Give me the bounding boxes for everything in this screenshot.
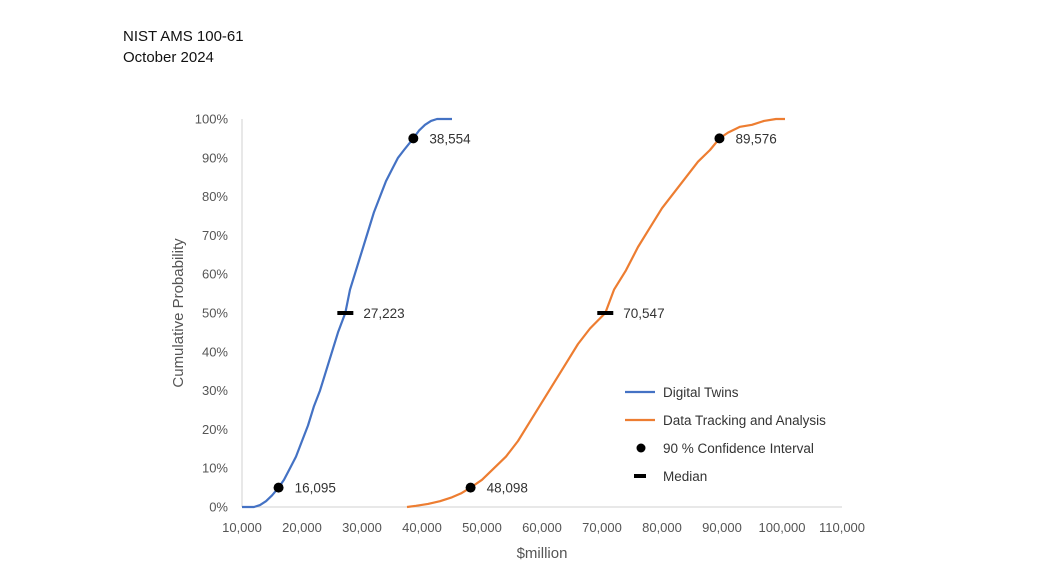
- x-tick-label: 50,000: [462, 520, 502, 535]
- y-tick-label: 30%: [202, 383, 228, 398]
- legend-label: 90 % Confidence Interval: [663, 441, 814, 456]
- confidence-interval-point: [714, 133, 725, 144]
- data-label: 16,095: [295, 481, 336, 496]
- series-line-data-tracking: [406, 117, 785, 509]
- legend-swatch-dash: [634, 474, 646, 478]
- legend-label: Data Tracking and Analysis: [663, 413, 826, 428]
- y-tick-label: 40%: [202, 344, 228, 359]
- marker-layer: 16,095 38,554 48,098 89,576 27,223 70,547: [273, 131, 777, 496]
- legend-label: Median: [663, 469, 707, 484]
- confidence-interval-point: [273, 482, 284, 493]
- y-tick-label: 70%: [202, 228, 228, 243]
- median-marker: [337, 311, 354, 315]
- x-tick-label: 110,000: [819, 520, 865, 535]
- x-tick-label: 40,000: [402, 520, 442, 535]
- report-date: October 2024: [123, 49, 214, 66]
- axes: 0% 10% 20% 30% 40% 50% 60% 70% 80% 90% 100% 10,000 2…: [170, 112, 865, 563]
- y-tick-label: 0%: [209, 500, 228, 515]
- data-label: 89,576: [735, 131, 776, 146]
- x-axis-title: $million: [517, 545, 568, 562]
- x-tick-label: 20,000: [282, 520, 322, 535]
- median-marker: [597, 311, 614, 315]
- x-tick-label: 70,000: [582, 520, 622, 535]
- y-tick-label: 60%: [202, 267, 228, 282]
- y-tick-label: 100%: [195, 112, 229, 127]
- x-tick-label: 10,000: [222, 520, 262, 535]
- x-tick-label: 100,000: [759, 520, 806, 535]
- confidence-interval-point: [408, 133, 419, 144]
- report-id: NIST AMS 100-61: [123, 28, 244, 45]
- y-tick-label: 90%: [202, 150, 228, 165]
- legend-label: Digital Twins: [663, 385, 739, 400]
- x-tick-label: 90,000: [702, 520, 742, 535]
- x-tick-label: 30,000: [342, 520, 382, 535]
- data-label: 38,554: [429, 131, 471, 146]
- y-tick-label: 80%: [202, 189, 228, 204]
- legend-swatch-dot: [636, 443, 646, 453]
- data-label: 70,547: [623, 306, 664, 321]
- confidence-interval-point: [465, 482, 476, 493]
- y-tick-label: 50%: [202, 306, 228, 321]
- data-label: 27,223: [363, 306, 404, 321]
- x-tick-label: 80,000: [642, 520, 682, 535]
- y-tick-label: 10%: [202, 461, 228, 476]
- legend: Digital Twins Data Tracking and Analysis 9…: [625, 385, 826, 484]
- x-tick-label: 60,000: [522, 520, 562, 535]
- data-label: 48,098: [487, 481, 528, 496]
- document-header: NIST AMS 100-61 October 2024: [123, 26, 244, 68]
- y-axis-title: Cumulative Probability: [170, 238, 187, 388]
- y-tick-label: 20%: [202, 422, 228, 437]
